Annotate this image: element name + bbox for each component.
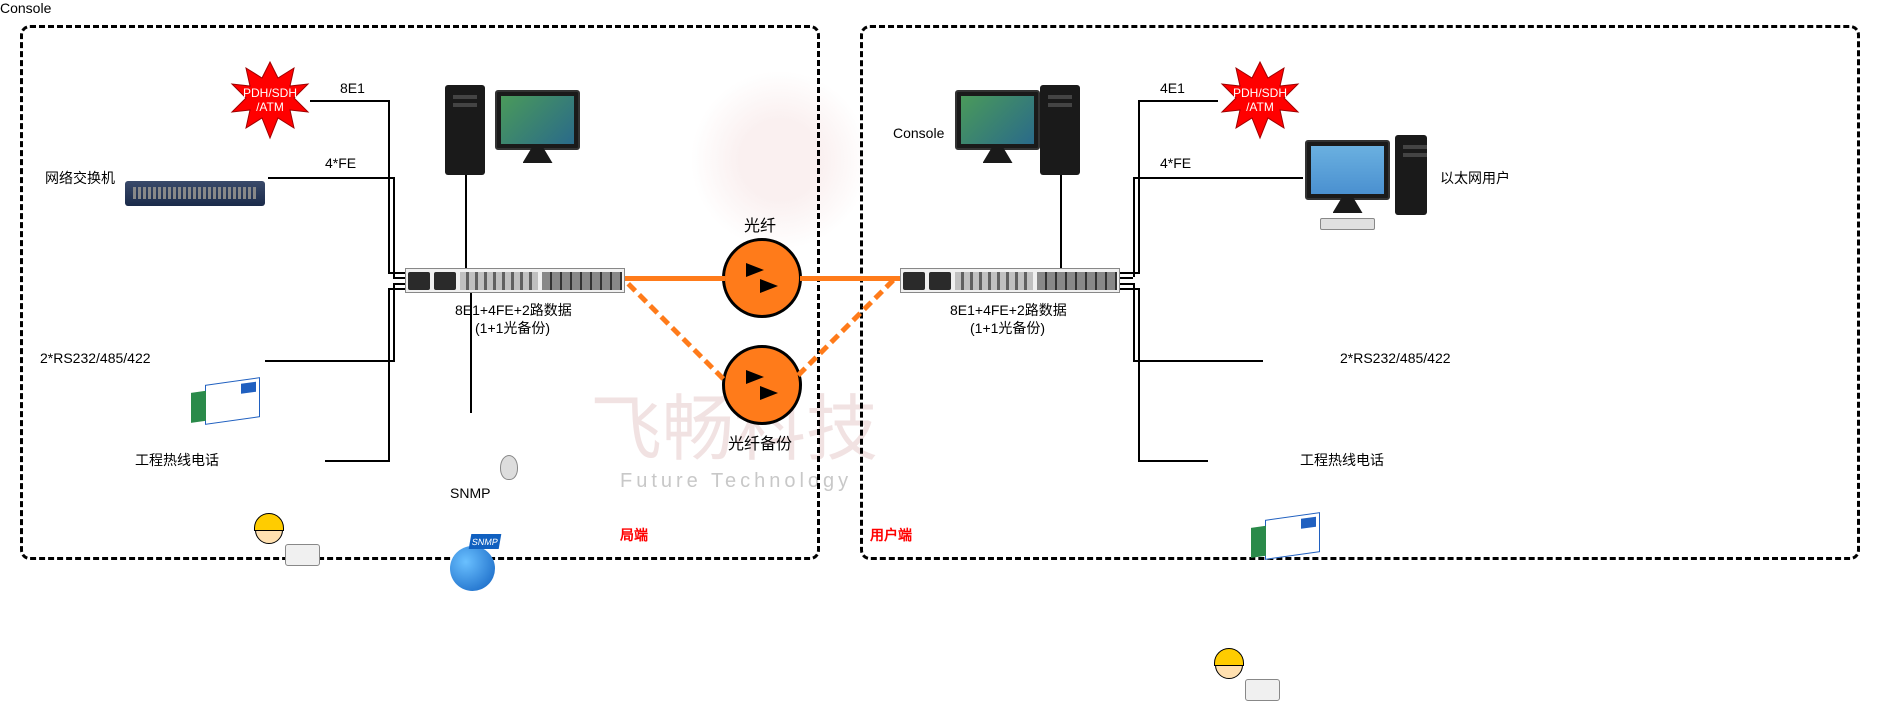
rack-device-right: [900, 268, 1120, 293]
phone-label-right: 工程热线电话: [1300, 450, 1384, 470]
side-label-left: 局端: [620, 525, 648, 545]
line: [265, 360, 395, 362]
console-tower-right: [1040, 85, 1080, 175]
burst-text-right: PDH/SDH/ATM: [1233, 86, 1287, 115]
fiber-node-main: [722, 238, 802, 318]
console-monitor-right: [955, 90, 1040, 150]
console-label-left: Console: [0, 0, 1883, 16]
line: [465, 175, 467, 268]
fiber-line-right: [800, 276, 900, 281]
pdh-sdh-atm-burst-right: PDH/SDH/ATM: [1220, 60, 1300, 140]
console-monitor-left: [495, 90, 580, 150]
line: [1120, 288, 1138, 290]
fiber-line-left: [625, 276, 725, 281]
line: [388, 288, 390, 460]
line: [1133, 177, 1135, 277]
console-tower-left: [445, 85, 485, 175]
switch-label-left: 网络交换机: [45, 168, 115, 188]
line: [1120, 272, 1138, 274]
line: [393, 277, 405, 279]
eth-monitor-right: [1305, 140, 1390, 200]
line: [1138, 460, 1208, 462]
device-label-right-2: (1+1光备份): [970, 318, 1045, 338]
line: [1133, 283, 1135, 360]
fe-label-left: 4*FE: [325, 155, 356, 171]
eth-tower-right: [1395, 135, 1427, 215]
line: [1138, 100, 1140, 274]
line: [1138, 288, 1140, 460]
line: [393, 283, 395, 360]
line: [1060, 175, 1062, 268]
rs-label-left: 2*RS232/485/422: [40, 350, 151, 366]
e1-label-left: 8E1: [340, 80, 365, 96]
rack-device-left: [405, 268, 625, 293]
line: [1133, 177, 1303, 179]
line: [393, 283, 405, 285]
fiber-backup-label: 光纤备份: [728, 430, 792, 454]
line: [1120, 283, 1133, 285]
hotline-phone-right: [1210, 651, 1280, 701]
device-label-left-2: (1+1光备份): [475, 318, 550, 338]
console-label-right: Console: [893, 125, 944, 141]
eth-keyboard-right: [1320, 218, 1375, 230]
rs-label-right: 2*RS232/485/422: [1340, 350, 1451, 366]
line: [388, 272, 405, 274]
e1-label-right: 4E1: [1160, 80, 1185, 96]
eth-user-label-right: 以太网用户: [1440, 168, 1510, 188]
line: [388, 288, 405, 290]
line: [1120, 277, 1133, 279]
line: [393, 177, 395, 277]
line: [268, 177, 393, 179]
network-switch-left: [125, 181, 265, 206]
burst-text-left: PDH/SDH/ATM: [243, 86, 297, 115]
rs-converter-left: [205, 377, 260, 425]
line: [388, 100, 390, 274]
phone-label-left: 工程热线电话: [135, 450, 219, 470]
side-label-right: 用户端: [870, 525, 912, 545]
line: [1138, 100, 1218, 102]
device-label-left-1: 8E1+4FE+2路数据: [455, 300, 572, 320]
snmp-label: SNMP: [450, 485, 490, 501]
snmp-globe-icon: SNMP: [450, 546, 495, 591]
snmp-mouse-icon: [500, 455, 518, 480]
line: [310, 100, 390, 102]
fiber-label: 光纤: [744, 212, 776, 236]
fe-label-right: 4*FE: [1160, 155, 1191, 171]
rs-converter-right: [1265, 512, 1320, 560]
line: [1133, 360, 1263, 362]
line: [325, 460, 390, 462]
line: [470, 293, 472, 413]
hotline-phone-left: [250, 516, 320, 566]
pdh-sdh-atm-burst-left: PDH/SDH/ATM: [230, 60, 310, 140]
device-label-right-1: 8E1+4FE+2路数据: [950, 300, 1067, 320]
